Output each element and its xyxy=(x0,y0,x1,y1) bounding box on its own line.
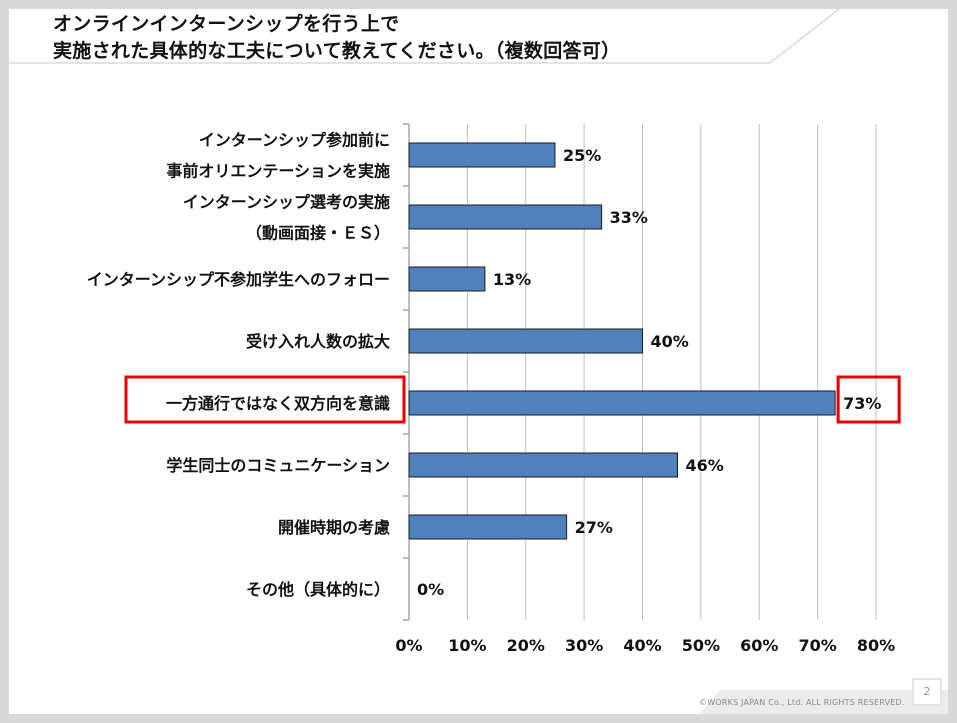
category-label: その他（具体的に） xyxy=(246,580,390,599)
x-tick-label: 10% xyxy=(448,636,486,655)
bar xyxy=(408,328,643,354)
bar xyxy=(408,452,679,478)
page-title-line-1: オンラインインターンシップを行う上で xyxy=(53,13,400,35)
slide-card xyxy=(9,9,948,714)
x-tick-label: 60% xyxy=(740,636,778,655)
bar xyxy=(408,390,836,416)
value-label: 73% xyxy=(843,394,881,413)
bar xyxy=(408,514,568,540)
x-tick-label: 0% xyxy=(395,636,422,655)
category-label: 一方通行ではなく双方向を意識 xyxy=(166,394,390,413)
value-label: 13% xyxy=(493,270,531,289)
x-tick-label: 70% xyxy=(798,636,836,655)
category-label: 学生同士のコミュニケーション xyxy=(166,456,390,475)
category-label: （動画面接・ＥＳ） xyxy=(246,224,390,243)
value-label: 40% xyxy=(651,332,689,351)
x-tick-label: 20% xyxy=(507,636,545,655)
page-title-line-2: 実施された具体的な工夫について教えてください。（複数回答可） xyxy=(53,40,621,62)
value-label: 33% xyxy=(610,208,648,227)
category-label: 受け入れ人数の拡大 xyxy=(246,332,390,351)
category-label: 開催時期の考慮 xyxy=(278,518,390,537)
x-tick-label: 40% xyxy=(623,636,661,655)
category-label: インターンシップ参加前に xyxy=(199,131,390,150)
x-tick-label: 80% xyxy=(857,636,895,655)
value-label: 27% xyxy=(575,518,613,537)
x-tick-label: 30% xyxy=(565,636,603,655)
category-label: インターンシップ不参加学生へのフォロー xyxy=(87,270,390,289)
highlight-box-category xyxy=(124,375,406,424)
bar xyxy=(408,266,486,292)
category-label: 事前オリエンテーションを実施 xyxy=(166,162,390,181)
value-label: 0% xyxy=(417,580,444,599)
page-number: 2 xyxy=(912,678,942,706)
bar xyxy=(408,204,603,230)
x-tick-label: 50% xyxy=(682,636,720,655)
category-label: インターンシップ選考の実施 xyxy=(183,193,390,212)
highlight-box-value xyxy=(836,375,901,424)
value-label: 46% xyxy=(686,456,724,475)
bar xyxy=(408,142,556,168)
copyright-footer: ©WORKS JAPAN Co., Ltd. ALL RIGHTS RESERV… xyxy=(699,698,905,707)
value-label: 25% xyxy=(563,146,601,165)
